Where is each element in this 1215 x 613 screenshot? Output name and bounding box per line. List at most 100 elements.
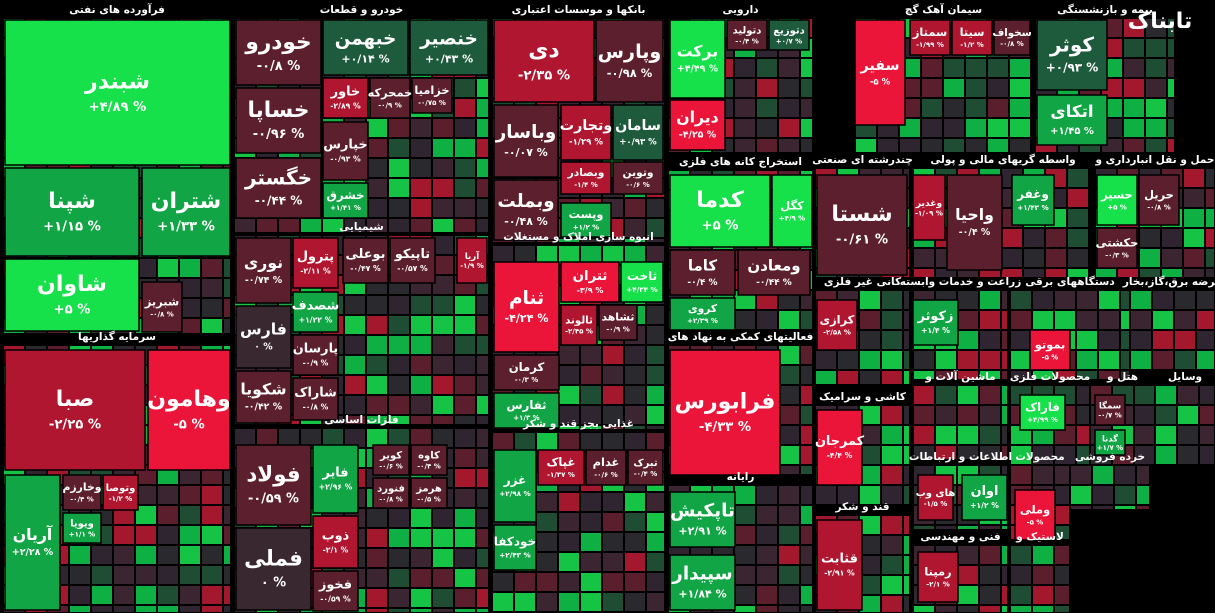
filler-cell: [1184, 249, 1204, 267]
stock-tile: [235, 19, 322, 86]
filler-cell: [801, 466, 812, 474]
filler-cell: [581, 593, 601, 611]
stock-name: وغدیر: [915, 199, 942, 209]
filler-cell: [1168, 119, 1174, 137]
filler-cell: [389, 199, 409, 217]
stock-tile: [1096, 174, 1138, 226]
filler-cell: [980, 386, 1000, 404]
stock-tile: [1014, 489, 1056, 541]
stock-tile: [912, 174, 946, 241]
filler-cell: [904, 516, 909, 534]
stock-tile: [62, 474, 102, 511]
filler-cell: [603, 246, 623, 264]
filler-cell: [779, 506, 799, 524]
stock-name: حکشتی: [1096, 235, 1139, 249]
filler-cell: [625, 513, 645, 531]
filler-cell: [1206, 189, 1214, 207]
filler-cell: [1124, 139, 1144, 152]
filler-cell: [345, 336, 365, 354]
filler-cell: [1010, 99, 1030, 117]
stock-tile: [102, 474, 139, 511]
filler-cell: [411, 336, 431, 354]
filler-cell: [958, 586, 978, 604]
filler-cell: [757, 311, 777, 329]
filler-cell: [136, 506, 156, 524]
filler-cell: [735, 59, 755, 77]
stock-name: کاوه: [418, 451, 440, 462]
filler-cell: [455, 296, 475, 314]
filler-cell: [477, 569, 488, 587]
stock-name: شاراک: [294, 386, 336, 401]
filler-cell: [603, 513, 623, 531]
stock-tile: [292, 291, 339, 333]
filler-cell: [603, 533, 623, 551]
filler-cell: [367, 376, 387, 394]
filler-cell: [904, 311, 909, 329]
filler-cell: [1033, 606, 1053, 612]
stock-change: +۲/۹۱ %: [678, 524, 726, 537]
filler-cell: [958, 526, 978, 529]
stock-tile: [816, 299, 858, 351]
stock-tile: [560, 104, 612, 161]
filler-cell: [1002, 249, 1022, 267]
stock-name: خساپا: [247, 98, 309, 123]
filler-cell: [411, 139, 431, 157]
filler-cell: [647, 493, 664, 511]
filler-cell: [477, 549, 488, 567]
filler-cell: [455, 219, 475, 232]
stock-name: سخواف: [992, 27, 1031, 39]
stock-name: ثشاهد: [602, 311, 635, 324]
filler-cell: [801, 546, 812, 564]
filler-cell: [882, 516, 902, 534]
filler-cell: [647, 246, 664, 264]
filler-cell: [1002, 351, 1007, 369]
filler-cell: [1121, 371, 1129, 379]
stock-change: -۱/۴ %: [574, 181, 597, 189]
filler-cell: [367, 199, 387, 217]
stock-name: ذوب: [322, 529, 350, 544]
filler-cell: [433, 316, 453, 334]
filler-cell: [1206, 209, 1214, 227]
stock-tile: [322, 19, 409, 76]
filler-cell: [603, 493, 623, 511]
filler-cell: [477, 609, 488, 612]
filler-cell: [647, 433, 664, 451]
filler-cell: [477, 99, 488, 117]
stock-tile: [669, 554, 736, 611]
stock-name: وپارس: [598, 40, 662, 63]
filler-cell: [735, 566, 755, 584]
stock-tile: [62, 512, 102, 544]
filler-cell: [1140, 229, 1160, 247]
stock-change: +۱/۸۴ %: [678, 587, 726, 600]
filler-cell: [581, 406, 601, 424]
filler-cell: [944, 79, 964, 97]
filler-cell: [757, 526, 777, 544]
filler-cell: [801, 366, 812, 384]
filler-cell: [1010, 139, 1030, 152]
filler-cell: [922, 79, 942, 97]
stock-change: +۵ %: [1107, 203, 1127, 211]
filler-cell: [224, 526, 230, 544]
stock-change: +۱/۳ %: [513, 414, 539, 422]
filler-cell: [1010, 119, 1030, 137]
filler-cell: [625, 426, 645, 429]
stock-tile: [669, 249, 736, 296]
stock-change: -۰/۴ %: [70, 496, 93, 504]
filler-cell: [980, 291, 1000, 309]
filler-cell: [779, 566, 799, 584]
filler-cell: [202, 486, 222, 504]
filler-cell: [455, 569, 475, 587]
filler-cell: [1002, 229, 1022, 247]
filler-cell: [1175, 331, 1195, 349]
filler-cell: [202, 506, 222, 524]
stock-change: -۴/۳۳ %: [699, 420, 751, 435]
filler-cell: [1068, 249, 1088, 267]
stock-tile: [560, 202, 612, 238]
filler-cell: [345, 396, 365, 414]
stock-change: -۰/۶ %: [626, 181, 649, 189]
stock-change: +۰/۹۳ %: [1046, 61, 1099, 75]
stock-tile: [372, 444, 410, 476]
filler-cell: [136, 606, 156, 612]
filler-cell: [1200, 446, 1214, 464]
